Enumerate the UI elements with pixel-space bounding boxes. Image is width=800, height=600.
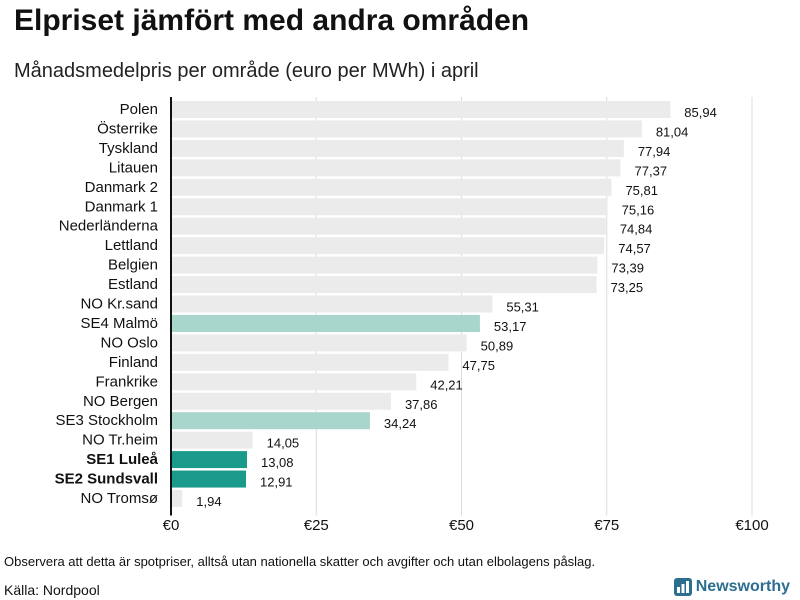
bar bbox=[171, 159, 621, 177]
value-label: 1,94 bbox=[196, 494, 221, 509]
x-tick-label: €25 bbox=[304, 517, 329, 534]
category-label: Finland bbox=[109, 354, 158, 371]
category-label: SE2 Sundsvall bbox=[55, 471, 158, 488]
bar bbox=[171, 353, 449, 371]
category-label: NO Oslo bbox=[100, 334, 158, 351]
bar bbox=[171, 178, 612, 196]
category-label: NO Tr.heim bbox=[82, 432, 158, 449]
bar bbox=[171, 334, 467, 352]
x-tick-label: €100 bbox=[735, 517, 768, 534]
bar bbox=[171, 120, 642, 138]
value-label: 53,17 bbox=[494, 319, 527, 334]
category-label: Polen bbox=[120, 101, 158, 118]
value-label: 75,81 bbox=[625, 183, 658, 198]
category-label: Belgien bbox=[108, 257, 158, 274]
category-label: Österrike bbox=[97, 119, 158, 137]
category-label: NO Kr.sand bbox=[80, 296, 158, 313]
x-tick-label: €75 bbox=[594, 517, 619, 534]
value-label: 47,75 bbox=[462, 358, 495, 373]
bar bbox=[171, 217, 606, 235]
bar bbox=[171, 373, 417, 391]
category-label: Frankrike bbox=[95, 373, 158, 390]
value-label: 77,94 bbox=[638, 144, 671, 159]
value-label: 81,04 bbox=[656, 124, 689, 139]
x-tick-label: €0 bbox=[163, 517, 180, 534]
category-label: NO Tromsø bbox=[81, 490, 159, 507]
source-text: Källa: Nordpool bbox=[4, 582, 100, 598]
value-label: 34,24 bbox=[384, 416, 417, 431]
category-label: Nederländerna bbox=[59, 218, 159, 235]
category-label: SE1 Luleå bbox=[86, 451, 158, 468]
value-label: 75,16 bbox=[622, 202, 655, 217]
category-label: Danmark 2 bbox=[85, 179, 158, 196]
value-label: 73,39 bbox=[611, 261, 644, 276]
bar bbox=[171, 276, 597, 294]
category-label: Tyskland bbox=[99, 140, 158, 157]
bar bbox=[171, 101, 671, 118]
category-label: SE3 Stockholm bbox=[55, 412, 158, 429]
bar bbox=[171, 314, 480, 332]
category-label: Estland bbox=[108, 276, 158, 293]
chart-title: Elpriset jämfört med andra områden bbox=[14, 4, 530, 37]
value-label: 74,84 bbox=[620, 222, 653, 237]
brand-logo: Newsworthy bbox=[673, 578, 790, 596]
bar bbox=[171, 451, 247, 469]
category-label: Lettland bbox=[105, 237, 158, 254]
chart-subtitle: Månadsmedelpris per område (euro per MWh… bbox=[14, 60, 479, 82]
bar bbox=[171, 237, 605, 255]
value-label: 50,89 bbox=[481, 338, 514, 353]
bar bbox=[171, 470, 247, 488]
bar-chart: €0 €25 €50 €75 €100 Polen 85,94 Österrike 81,04 T… bbox=[55, 97, 769, 534]
brand-name: Newsworthy bbox=[695, 578, 790, 595]
bar bbox=[171, 412, 370, 430]
bar bbox=[171, 295, 493, 313]
bar bbox=[171, 256, 598, 274]
value-label: 37,86 bbox=[405, 397, 438, 412]
x-tick-label: €50 bbox=[449, 517, 474, 534]
category-label: NO Bergen bbox=[83, 393, 158, 410]
category-label: SE4 Malmö bbox=[80, 315, 158, 332]
value-label: 74,57 bbox=[618, 241, 651, 256]
bar bbox=[171, 392, 391, 410]
value-label: 55,31 bbox=[506, 300, 539, 315]
value-label: 77,37 bbox=[635, 163, 668, 178]
value-label: 73,25 bbox=[611, 280, 644, 295]
newsworthy-icon bbox=[673, 578, 692, 596]
value-label: 14,05 bbox=[267, 436, 300, 451]
category-label: Danmark 1 bbox=[85, 198, 158, 215]
footnote: Observera att detta är spotpriser, allts… bbox=[4, 554, 596, 569]
category-label: Litauen bbox=[109, 159, 158, 176]
value-label: 12,91 bbox=[260, 475, 293, 490]
value-label: 13,08 bbox=[261, 455, 294, 470]
bar bbox=[171, 198, 608, 216]
value-label: 85,94 bbox=[684, 105, 717, 120]
bar bbox=[171, 431, 253, 449]
value-label: 42,21 bbox=[430, 377, 463, 392]
bar bbox=[171, 139, 624, 157]
bar bbox=[171, 490, 183, 507]
